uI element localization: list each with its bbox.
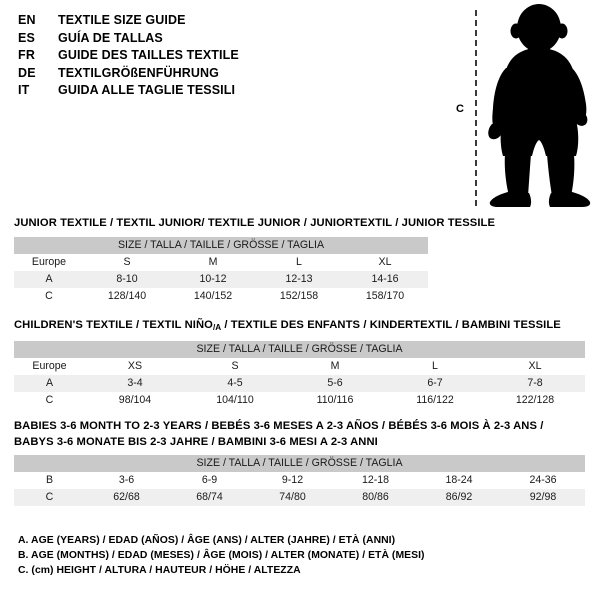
section-junior-textile: JUNIOR TEXTILE / TEXTIL JUNIOR/ TEXTILE … xyxy=(14,216,495,305)
language-code-en: EN xyxy=(18,13,36,27)
cell-value: 6-9 xyxy=(201,474,218,486)
cell-value: 98/104 xyxy=(118,393,152,406)
cell-value: 92/98 xyxy=(529,491,557,503)
table-row: Europe XS S M L XL xyxy=(14,357,586,375)
cell-value: S xyxy=(123,255,131,268)
language-code-de: DE xyxy=(18,65,36,80)
cell-value: 140/152 xyxy=(193,289,233,302)
cell-value: 3-4 xyxy=(127,376,143,389)
language-row: IT GUIDA ALLE TAGLIE TESSILI xyxy=(18,82,438,100)
child-silhouette-icon xyxy=(484,4,596,208)
children-size-table: SIZE / TALLA / TAILLE / GRÖSSE / TAGLIA … xyxy=(14,340,586,409)
cell-value: 9-12 xyxy=(281,474,304,486)
cell-value: 24-36 xyxy=(529,474,557,486)
language-code-it: IT xyxy=(18,83,30,98)
cell-value: 116/122 xyxy=(416,393,454,406)
cell-value: 122/128 xyxy=(515,393,555,406)
table-row: A 8-10 10-12 12-13 14-16 xyxy=(14,270,429,288)
cell-value: 5-6 xyxy=(327,376,343,389)
table-row: Europe S M L XL xyxy=(14,253,429,271)
cell-value: 8-10 xyxy=(116,272,138,285)
language-row: FR GUIDE DES TAILLES TEXTILE xyxy=(18,47,438,65)
section-babies-textile: BABIES 3-6 MONTH TO 2-3 YEARS / BEBÉS 3-… xyxy=(14,419,586,506)
table-row: C 62/68 68/74 74/80 80/86 86/92 92/98 xyxy=(14,489,586,506)
row-label-b: B xyxy=(45,474,54,486)
children-section-title: CHILDREN'S TEXTILE / TEXTIL NIÑO/A / TEX… xyxy=(14,318,585,336)
language-row: DE TEXTILGRÖßENFÜHRUNG xyxy=(18,65,438,83)
cell-value: M xyxy=(330,359,340,372)
language-row: ES GUÍA DE TALLAS xyxy=(18,30,438,48)
junior-section-title: JUNIOR TEXTILE / TEXTIL JUNIOR/ TEXTILE … xyxy=(14,217,496,229)
cell-value: 128/140 xyxy=(107,289,147,302)
cell-value: 12-18 xyxy=(361,474,390,486)
cell-value: L xyxy=(296,255,302,268)
legend-line-b: B. AGE (MONTHS) / EDAD (MESES) / ÂGE (MO… xyxy=(18,550,425,562)
cell-value: 152/158 xyxy=(279,289,319,302)
cell-value: 74/80 xyxy=(279,491,306,503)
cell-value: 62/68 xyxy=(113,491,140,503)
cell-value: 7-8 xyxy=(527,376,543,389)
children-title-pre: CHILDREN'S TEXTILE / TEXTIL NIÑO xyxy=(14,319,213,331)
cell-value: 6-7 xyxy=(427,376,443,389)
table-header-bar-row: SIZE / TALLA / TAILLE / GRÖSSE / TAGLIA xyxy=(14,340,586,358)
section-childrens-textile: CHILDREN'S TEXTILE / TEXTIL NIÑO/A / TEX… xyxy=(14,318,586,409)
language-header: EN TEXTILE SIZE GUIDE ES GUÍA DE TALLAS … xyxy=(18,12,438,100)
language-code-fr: FR xyxy=(18,48,36,63)
cell-value: 3-6 xyxy=(118,474,135,486)
cell-value: XL xyxy=(528,359,542,372)
row-label-c: C xyxy=(45,393,54,406)
language-code-es: ES xyxy=(18,30,36,45)
cell-value: XL xyxy=(378,255,392,268)
language-label-es: GUÍA DE TALLAS xyxy=(58,30,163,45)
table-row: C 98/104 104/110 110/116 116/122 122/128 xyxy=(14,391,586,409)
table-header-bar-row: SIZE / TALLA / TAILLE / GRÖSSE / TAGLIA xyxy=(14,236,429,254)
table-header-bar-row: SIZE / TALLA / TAILLE / GRÖSSE / TAGLIA xyxy=(14,455,586,472)
cell-value: 158/170 xyxy=(365,289,405,302)
language-row: EN TEXTILE SIZE GUIDE xyxy=(18,12,438,30)
language-label-de: TEXTILGRÖßENFÜHRUNG xyxy=(58,65,219,80)
babies-section-title-line2: BABYS 3-6 MONATE BIS 2-3 JAHRE / BAMBINI… xyxy=(14,435,378,448)
height-measure-dashed-line xyxy=(475,10,477,206)
cell-value: 12-13 xyxy=(285,272,313,285)
row-label-a: A xyxy=(45,272,53,285)
junior-size-table: SIZE / TALLA / TAILLE / GRÖSSE / TAGLIA … xyxy=(14,236,429,305)
table-row: C 128/140 140/152 152/158 158/170 xyxy=(14,287,429,305)
row-label-a: A xyxy=(45,376,54,389)
cell-value: 10-12 xyxy=(199,272,227,285)
cell-value: 68/74 xyxy=(196,491,223,503)
table-row: A 3-4 4-5 5-6 6-7 7-8 xyxy=(14,374,586,392)
cell-value: S xyxy=(231,359,239,372)
cell-value: 110/116 xyxy=(316,393,354,406)
cell-value: L xyxy=(432,359,438,372)
height-figure: C xyxy=(448,0,600,212)
row-label-c: C xyxy=(45,491,54,503)
measure-label-c: C xyxy=(456,103,464,115)
row-label-c: C xyxy=(45,289,53,302)
row-label-europe: Europe xyxy=(32,359,67,372)
language-label-en: TEXTILE SIZE GUIDE xyxy=(58,13,186,27)
row-label-europe: Europe xyxy=(31,255,67,268)
cell-value: XS xyxy=(127,359,143,372)
table-row: B 3-6 6-9 9-12 12-18 18-24 24-36 xyxy=(14,472,586,489)
legend-block: A. AGE (YEARS) / EDAD (AÑOS) / ÂGE (ANS)… xyxy=(18,533,578,579)
children-size-bar: SIZE / TALLA / TAILLE / GRÖSSE / TAGLIA xyxy=(14,340,586,358)
cell-value: M xyxy=(208,255,218,268)
cell-value: 86/92 xyxy=(445,491,473,503)
cell-value: 4-5 xyxy=(227,376,243,389)
cell-value: 80/86 xyxy=(362,491,389,503)
language-label-fr: GUIDE DES TAILLES TEXTILE xyxy=(58,48,239,63)
babies-size-bar: SIZE / TALLA / TAILLE / GRÖSSE / TAGLIA xyxy=(14,455,586,472)
babies-size-table: SIZE / TALLA / TAILLE / GRÖSSE / TAGLIA … xyxy=(14,455,586,506)
cell-value: 18-24 xyxy=(445,474,473,486)
children-title-post: / TEXTILE DES ENFANTS / KINDERTEXTIL / B… xyxy=(221,319,561,331)
junior-size-bar: SIZE / TALLA / TAILLE / GRÖSSE / TAGLIA xyxy=(14,236,429,254)
children-title-subscript: /A xyxy=(212,323,222,332)
cell-value: 14-16 xyxy=(371,272,399,285)
legend-line-c: C. (cm) HEIGHT / ALTURA / HAUTEUR / HÖHE… xyxy=(18,565,301,577)
legend-line-a: A. AGE (YEARS) / EDAD (AÑOS) / ÂGE (ANS)… xyxy=(18,535,396,546)
cell-value: 104/110 xyxy=(216,393,254,406)
language-label-it: GUIDA ALLE TAGLIE TESSILI xyxy=(58,83,236,98)
babies-section-title-line1: BABIES 3-6 MONTH TO 2-3 YEARS / BEBÉS 3-… xyxy=(14,420,544,432)
